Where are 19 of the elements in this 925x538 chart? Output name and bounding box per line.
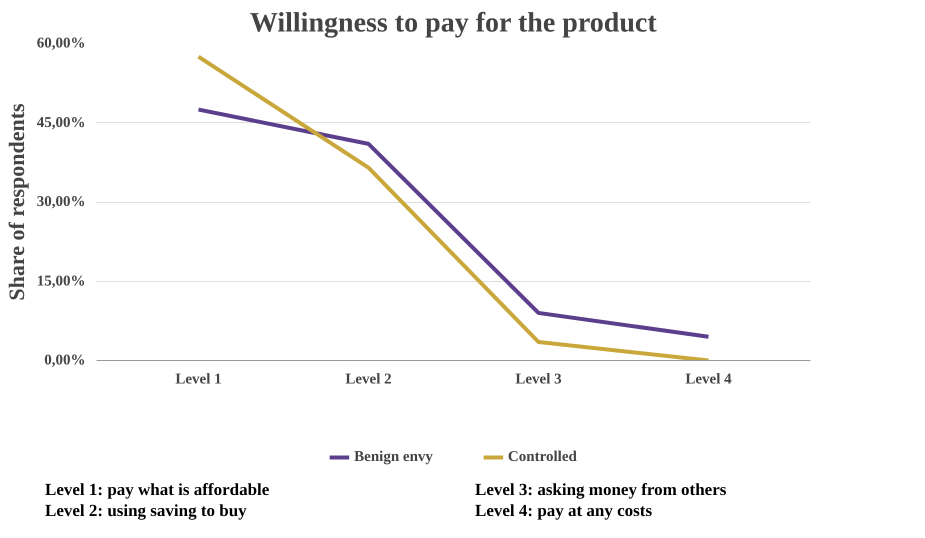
- text: Level 1: pay what is affordable: [45, 480, 270, 499]
- text: Level 3: asking money from others: [475, 480, 726, 499]
- text: Level 2: using saving to buy: [45, 501, 247, 520]
- y-tick-label: 15,00%: [36, 273, 86, 290]
- legend-label: Benign envy: [354, 448, 433, 466]
- text: Level 4: pay at any costs: [475, 501, 652, 520]
- y-tick-label: 0,00%: [44, 352, 86, 368]
- line-series: [196, 54, 710, 360]
- x-tick-label: Level 2: [345, 372, 392, 388]
- chart-title: Willingness to pay for the product: [250, 8, 658, 38]
- legend-label: Controlled: [508, 448, 577, 466]
- y-tick-label: 60,00%: [36, 36, 86, 52]
- y-axis-title: Share of respondents: [4, 102, 29, 301]
- y-tick-label: 30,00%: [36, 194, 86, 210]
- x-tick-label: Level 4: [685, 372, 732, 388]
- line-series: [196, 108, 710, 339]
- y-tick-label: 45,00%: [36, 114, 86, 131]
- x-tick-label: Level 1: [175, 372, 222, 388]
- x-tick-label: Level 3: [515, 372, 562, 388]
